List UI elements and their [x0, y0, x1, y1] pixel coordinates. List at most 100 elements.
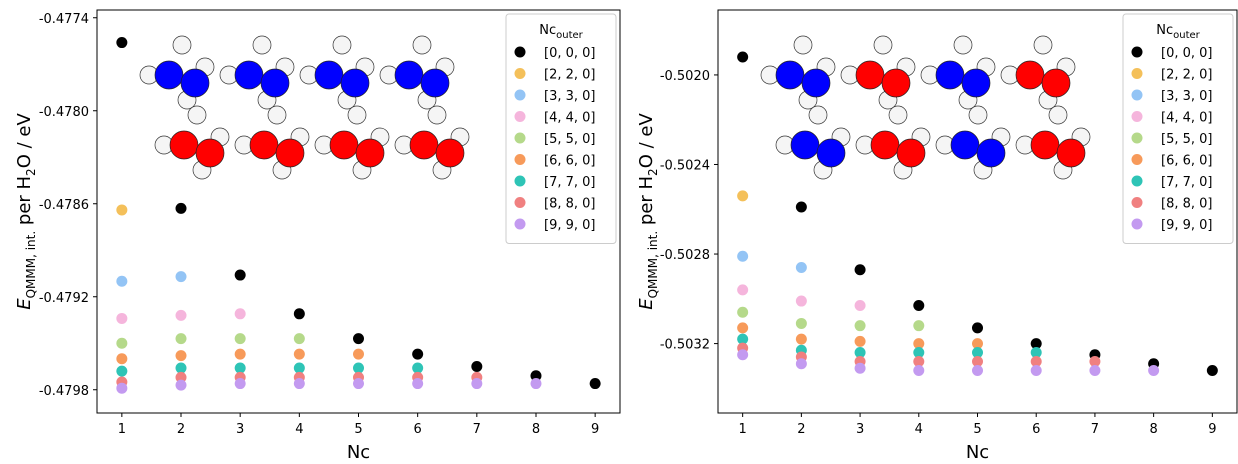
inset-atom: [348, 106, 366, 124]
legend-marker: [1132, 68, 1143, 79]
legend-marker: [515, 68, 526, 79]
legend-label: [7, 7, 0]: [1161, 175, 1213, 190]
inset-atom: [428, 106, 446, 124]
legend-marker: [1132, 176, 1143, 187]
inset-atom: [315, 61, 343, 89]
y-tick-label: -0.4792: [39, 291, 89, 306]
y-tick-label: -0.5032: [660, 338, 710, 353]
inset-atom: [170, 131, 198, 159]
data-point: [294, 349, 305, 360]
legend-label: [2, 2, 0]: [544, 68, 596, 83]
data-point: [796, 318, 807, 329]
legend-marker: [515, 90, 526, 101]
inset-atom: [253, 36, 271, 54]
x-tick-label: 7: [473, 422, 481, 437]
legend-label: [4, 4, 0]: [544, 111, 596, 126]
data-point: [1207, 365, 1218, 376]
inset-atom: [155, 61, 183, 89]
legend-label: [8, 8, 0]: [544, 197, 596, 212]
data-point: [590, 378, 601, 389]
inset-atom: [889, 106, 907, 124]
data-point: [855, 336, 866, 347]
x-tick-label: 6: [1032, 422, 1040, 437]
data-point: [116, 204, 127, 215]
legend-marker: [515, 133, 526, 144]
data-point: [176, 333, 187, 344]
inset-atom: [977, 139, 1005, 167]
y-axis-label-part: per H: [14, 176, 35, 231]
x-tick-label: 4: [915, 422, 923, 437]
inset-atom: [395, 61, 423, 89]
data-point: [235, 378, 246, 389]
data-point: [1089, 365, 1100, 376]
inset-atom: [871, 131, 899, 159]
data-point: [737, 322, 748, 333]
inset-atom: [333, 36, 351, 54]
legend-label: [2, 2, 0]: [1161, 68, 1213, 83]
legend-marker: [1132, 219, 1143, 230]
inset-atom: [936, 61, 964, 89]
legend-marker: [1132, 197, 1143, 208]
x-tick-label: 1: [118, 422, 126, 437]
y-tick-label: -0.4780: [39, 105, 89, 120]
inset-atom: [1031, 131, 1059, 159]
data-point: [913, 320, 924, 331]
inset-atom: [196, 139, 224, 167]
inset-atom: [261, 69, 289, 97]
y-axis-label: EQMMM, int. per H2O / eV: [14, 113, 38, 310]
data-point: [116, 313, 127, 324]
legend-marker: [1132, 47, 1143, 58]
inset-atom: [173, 36, 191, 54]
y-tick-label: -0.4786: [39, 198, 89, 213]
y-tick-label: -0.4798: [39, 384, 89, 399]
legend-marker: [1132, 133, 1143, 144]
data-point: [235, 308, 246, 319]
y-axis-label-part: per H: [636, 176, 657, 231]
legend-label: [4, 4, 0]: [1161, 111, 1213, 126]
x-axis-label: Nc: [347, 442, 370, 460]
legend-title-part: Nc: [539, 23, 556, 38]
x-axis-label: Nc: [966, 442, 989, 460]
data-point: [796, 202, 807, 213]
data-point: [176, 310, 187, 321]
y-axis-label-part: QMMM, int.: [646, 231, 660, 299]
legend-marker: [515, 111, 526, 122]
data-point: [471, 378, 482, 389]
data-point: [176, 380, 187, 391]
subplot: 123456789-0.5032-0.5028-0.5024-0.5020NcE…: [636, 10, 1237, 460]
figure: 123456789-0.4798-0.4792-0.4786-0.4780-0.…: [0, 0, 1238, 460]
legend: Ncouter[0, 0, 0][2, 2, 0][3, 3, 0][4, 4,…: [506, 14, 616, 244]
data-point: [796, 296, 807, 307]
data-point: [176, 350, 187, 361]
legend-label: [0, 0, 0]: [1161, 46, 1213, 61]
x-tick-label: 2: [177, 422, 185, 437]
inset-atom: [235, 61, 263, 89]
legend-label: [0, 0, 0]: [544, 46, 596, 61]
legend-marker: [515, 197, 526, 208]
data-point: [737, 307, 748, 318]
x-tick-label: 8: [1149, 422, 1157, 437]
legend-title-part: outer: [1173, 30, 1201, 41]
inset-atom: [356, 139, 384, 167]
legend-label: [6, 6, 0]: [1161, 154, 1213, 169]
data-point: [353, 378, 364, 389]
data-point: [116, 276, 127, 287]
legend-label: [7, 7, 0]: [544, 175, 596, 190]
data-point: [855, 264, 866, 275]
data-point: [972, 365, 983, 376]
data-point: [116, 383, 127, 394]
inset-molecule: [140, 36, 469, 179]
data-point: [412, 349, 423, 360]
data-point: [235, 333, 246, 344]
inset-atom: [882, 69, 910, 97]
inset-atom: [817, 139, 845, 167]
data-point: [353, 349, 364, 360]
x-tick-label: 6: [414, 422, 422, 437]
y-axis-label-part: O / eV: [636, 113, 657, 169]
x-tick-label: 9: [1208, 422, 1216, 437]
inset-atom: [874, 36, 892, 54]
legend-label: [3, 3, 0]: [544, 89, 596, 104]
legend-marker: [515, 47, 526, 58]
legend-marker: [515, 176, 526, 187]
